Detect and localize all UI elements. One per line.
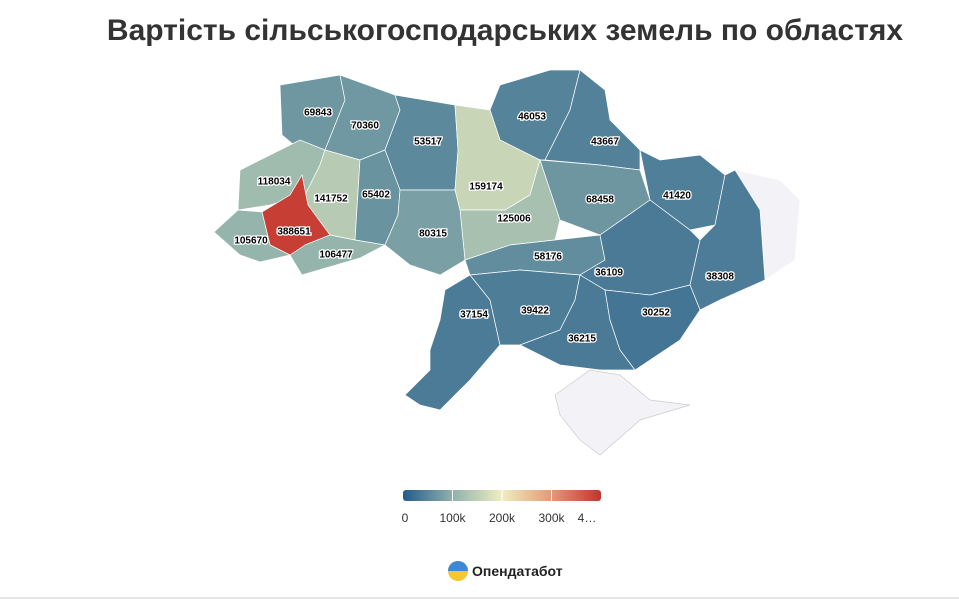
value-label: 58176 — [534, 252, 562, 263]
region — [289, 234, 387, 276]
value-label: 159174 — [469, 182, 503, 193]
value-label: 53517 — [414, 137, 442, 148]
value-label: 36215 — [568, 334, 596, 345]
value-label: 36109 — [595, 268, 623, 279]
legend-tick-label: 4… — [578, 511, 597, 525]
legend-tick-label: 100k — [439, 511, 466, 525]
map — [213, 69, 801, 456]
region — [689, 169, 766, 311]
logo-icon — [448, 561, 468, 571]
value-label: 80315 — [419, 229, 447, 240]
value-label: 43667 — [591, 137, 619, 148]
value-label: 106477 — [319, 250, 353, 261]
no-data-region — [554, 369, 691, 456]
value-label: 125006 — [497, 214, 531, 225]
logo-text: Опендатабот — [472, 563, 563, 579]
value-label: 70360 — [351, 121, 379, 132]
value-label: 41420 — [663, 191, 691, 202]
value-label: 37154 — [460, 310, 488, 321]
value-label: 105670 — [234, 236, 268, 247]
region — [404, 274, 501, 411]
value-label: 65402 — [362, 190, 390, 201]
value-label: 69843 — [304, 108, 332, 119]
value-label: 141752 — [314, 194, 348, 205]
legend-tick-label: 200k — [489, 511, 516, 525]
value-label: 118034 — [258, 177, 291, 188]
value-label: 46053 — [518, 112, 546, 123]
value-label: 39422 — [521, 306, 549, 317]
value-label: 388651 — [277, 227, 311, 238]
chart-title: Вартість сільськогосподарських земель по… — [107, 14, 904, 47]
region — [604, 284, 701, 371]
legend-tick-label: 300k — [538, 511, 565, 525]
legend-tick-label: 0 — [402, 511, 409, 525]
region — [213, 209, 292, 263]
value-label: 30252 — [642, 308, 670, 319]
value-label: 38308 — [706, 272, 734, 283]
value-label: 68458 — [586, 195, 614, 206]
